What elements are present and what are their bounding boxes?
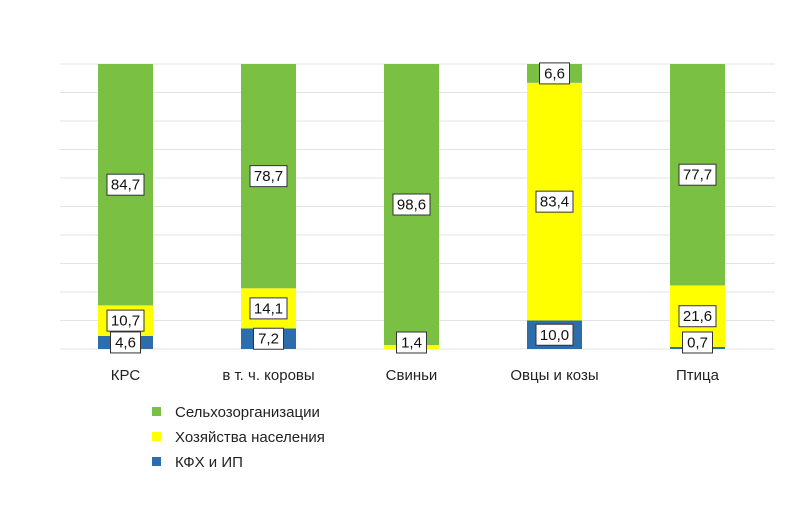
legend-swatch bbox=[152, 407, 161, 416]
category-label: в т. ч. коровы bbox=[222, 367, 314, 384]
data-label: 98,6 bbox=[397, 197, 426, 214]
data-label-box bbox=[682, 331, 713, 354]
data-label-box bbox=[249, 297, 288, 320]
data-label: 77,7 bbox=[683, 167, 712, 184]
data-labels: 4,6 10,7 84,7 7,2 14,1 78,7 1,4 98,6 10,0 83,4 6,6… bbox=[106, 62, 717, 354]
data-label: 84,7 bbox=[111, 177, 140, 194]
category-labels: КРС в т. ч. коровы Свиньи Овцы и козы Птица bbox=[111, 367, 720, 384]
data-label: 14,1 bbox=[254, 300, 283, 317]
data-label-box bbox=[535, 190, 574, 213]
data-label: 83,4 bbox=[540, 194, 569, 211]
data-label: 6,6 bbox=[544, 65, 565, 82]
category-label: Овцы и козы bbox=[510, 367, 598, 384]
data-label-box bbox=[678, 163, 717, 186]
data-label-box bbox=[539, 62, 570, 85]
data-label: 78,7 bbox=[254, 168, 283, 185]
legend-label: Хозяйства населения bbox=[175, 429, 325, 446]
data-label: 10,0 bbox=[540, 327, 569, 344]
legend-label: Сельхозорганизации bbox=[175, 404, 320, 421]
legend-swatch bbox=[152, 457, 161, 466]
data-label-box bbox=[249, 165, 288, 188]
data-label: 21,6 bbox=[683, 308, 712, 325]
data-label: 10,7 bbox=[111, 313, 140, 330]
legend-label: КФХ и ИП bbox=[175, 454, 243, 471]
category-label: Свиньи bbox=[386, 367, 438, 384]
data-label: 4,6 bbox=[115, 334, 136, 351]
data-label: 1,4 bbox=[401, 335, 422, 352]
data-label-box bbox=[253, 327, 284, 350]
data-label: 0,7 bbox=[687, 335, 708, 352]
data-label-box bbox=[106, 173, 145, 196]
data-label-box bbox=[392, 193, 431, 216]
data-label-box bbox=[110, 331, 141, 354]
data-label-box bbox=[106, 309, 145, 332]
category-label: КРС bbox=[111, 367, 141, 384]
data-label: 7,2 bbox=[258, 331, 279, 348]
legend-swatch bbox=[152, 432, 161, 441]
data-label-box bbox=[535, 323, 574, 346]
legend: Сельхозорганизации Хозяйства населения КФХ… bbox=[152, 404, 325, 471]
category-label: Птица bbox=[676, 367, 720, 384]
data-label-box bbox=[396, 331, 427, 354]
data-label-box bbox=[678, 305, 717, 328]
